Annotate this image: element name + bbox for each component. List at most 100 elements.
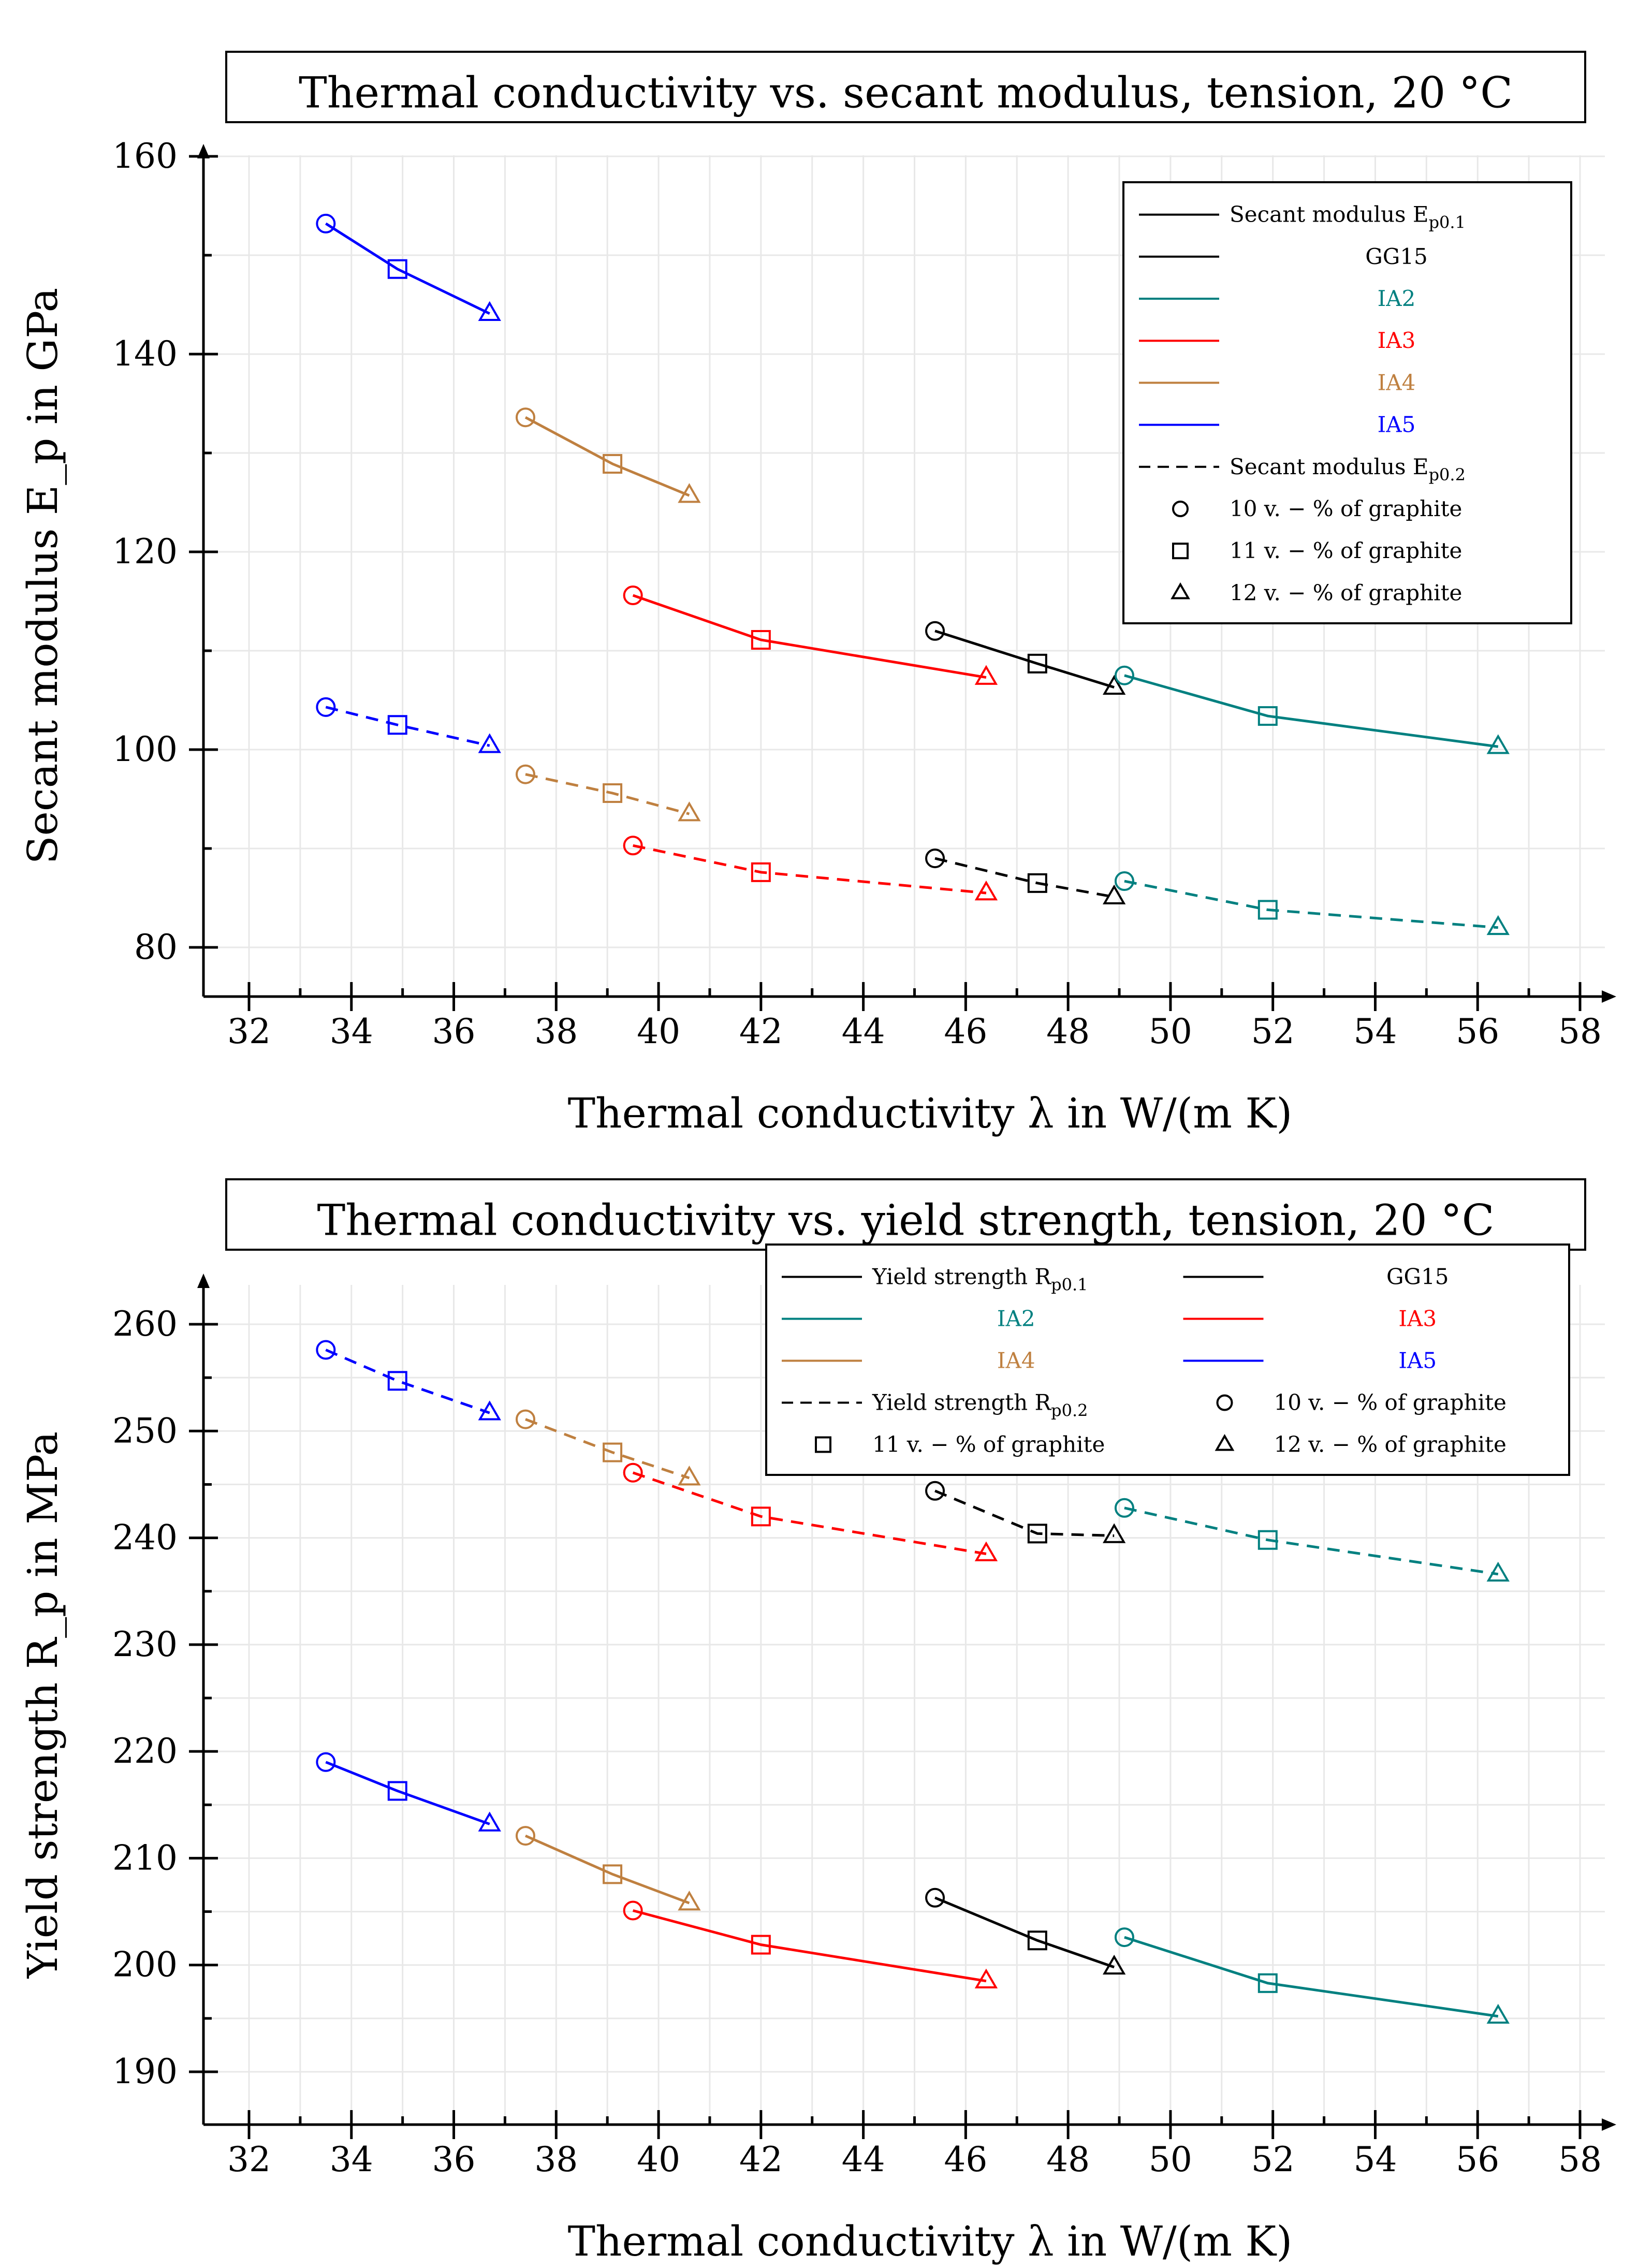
- series-ia2-r_p0.2: [1114, 1498, 1510, 1582]
- data-point-triangle: [478, 1811, 501, 1832]
- series-ia4-r_p0.1: [515, 1826, 701, 1911]
- legend-label: Secant modulus Ep0.2: [1230, 454, 1466, 485]
- data-point-triangle: [478, 733, 501, 753]
- series-ia2-r_p0.1: [1114, 1927, 1510, 2024]
- legend-marker-square: [1172, 543, 1189, 560]
- data-point-circle: [1114, 871, 1134, 891]
- legend-label: 11 v. − % of graphite: [872, 1432, 1105, 1457]
- data-point-triangle: [1102, 884, 1126, 904]
- legend-label: IA4: [1378, 370, 1416, 395]
- legend-label: 12 v. − % of graphite: [1230, 580, 1462, 605]
- data-point-square: [751, 862, 771, 882]
- x-tick-label: 48: [1046, 2140, 1090, 2179]
- x-tick-label: 46: [944, 1012, 987, 1051]
- x-axis-title: Thermal conductivity λ in W/(m K): [568, 1089, 1293, 1137]
- legend-item: IA4: [782, 1348, 1035, 1373]
- legend-box: [765, 1243, 1570, 1476]
- legend-label: IA3: [1398, 1306, 1437, 1331]
- data-point-triangle: [478, 1400, 501, 1421]
- series-line: [934, 1896, 1115, 1969]
- legend-item: IA3: [1139, 328, 1415, 353]
- y-tick-label: 250: [112, 1411, 178, 1451]
- series-line: [524, 416, 690, 497]
- series-line: [934, 1489, 1115, 1537]
- data-point-triangle: [1102, 1523, 1126, 1543]
- legend-label: GG15: [1386, 1264, 1449, 1290]
- series-line: [633, 844, 987, 895]
- x-tick-label: 40: [637, 1012, 680, 1051]
- data-point-square: [751, 630, 771, 650]
- legend-item: IA4: [1139, 370, 1415, 395]
- data-point-circle: [623, 1900, 643, 1921]
- legend-label: IA5: [1378, 412, 1416, 437]
- legend-item: 11 v. − % of graphite: [1172, 538, 1462, 563]
- series-gg15-r_p0.2: [925, 1481, 1126, 1544]
- y-axis-arrow: [197, 144, 210, 158]
- data-point-circle: [515, 764, 535, 784]
- x-tick-label: 44: [842, 2140, 885, 2179]
- y-tick-label: 190: [112, 2052, 178, 2091]
- data-point-square: [387, 1781, 407, 1801]
- legend-marker-triangle: [1215, 1434, 1235, 1451]
- data-point-circle: [515, 1409, 535, 1429]
- legend-marker-circle: [1172, 501, 1189, 517]
- legend-item: IA2: [1139, 286, 1415, 311]
- x-tick-label: 36: [432, 2140, 476, 2179]
- data-point-circle: [1114, 1498, 1134, 1518]
- chart-title: Thermal conductivity vs. yield strength,…: [317, 1196, 1495, 1246]
- series-line: [325, 1761, 490, 1825]
- series-line: [325, 222, 490, 315]
- data-point-circle: [515, 1826, 535, 1846]
- series-line: [525, 773, 690, 815]
- legend-item: 12 v. − % of graphite: [1171, 580, 1462, 605]
- x-tick-label: 52: [1251, 1012, 1295, 1051]
- series-line: [525, 1418, 690, 1480]
- data-point-square: [1027, 653, 1047, 674]
- legend-label: Yield strength Rp0.1: [872, 1264, 1088, 1295]
- series-ia5-e_p0.1: [316, 213, 501, 321]
- legend-item: 11 v. − % of graphite: [815, 1432, 1105, 1457]
- series-ia3-r_p0.2: [623, 1462, 998, 1561]
- data-point-triangle: [678, 483, 701, 503]
- data-point-circle: [316, 213, 336, 233]
- legend-item: 10 v. − % of graphite: [1216, 1390, 1507, 1415]
- series-line: [325, 706, 490, 747]
- chart-title-box: [225, 1178, 1586, 1251]
- data-point-circle: [1114, 1927, 1134, 1948]
- series-line: [934, 857, 1115, 899]
- data-point-square: [603, 783, 623, 803]
- legend-label: IA4: [997, 1348, 1035, 1373]
- x-tick-label: 50: [1149, 2140, 1192, 2179]
- y-tick-label: 120: [112, 532, 178, 572]
- x-axis-title: Thermal conductivity λ in W/(m K): [568, 2217, 1293, 2265]
- series-ia5-e_p0.2: [316, 697, 501, 753]
- chart-title-box: [225, 51, 1586, 123]
- y-axis-title: Secant modulus E_p in GPa: [19, 288, 67, 865]
- series-line: [632, 1471, 987, 1555]
- series-ia4-e_p0.2: [515, 764, 701, 822]
- data-point-triangle: [1102, 675, 1126, 695]
- data-point-circle: [623, 1462, 643, 1483]
- series-line: [1124, 674, 1499, 748]
- y-tick-label: 80: [134, 927, 178, 967]
- series-line: [325, 1349, 490, 1414]
- series-line: [524, 1834, 690, 1905]
- data-point-triangle: [974, 1968, 998, 1988]
- legend-item: IA5: [1139, 412, 1415, 437]
- legend-item: GG15: [1183, 1264, 1449, 1290]
- y-axis-arrow: [197, 1274, 210, 1288]
- data-point-circle: [623, 586, 643, 606]
- y-tick-label: 260: [112, 1304, 178, 1344]
- data-point-triangle: [1486, 734, 1510, 754]
- series-ia3-r_p0.1: [623, 1900, 998, 1988]
- y-tick-label: 240: [112, 1518, 178, 1558]
- legend-item: IA2: [782, 1306, 1035, 1331]
- legend: Secant modulus Ep0.1 GG15 IA2 IA3 IA4 IA5 Seca…: [1122, 181, 1572, 624]
- series-ia4-r_p0.2: [515, 1409, 701, 1486]
- legend-label: 12 v. − % of graphite: [1274, 1432, 1507, 1457]
- data-point-triangle: [678, 1466, 701, 1486]
- series-ia3-e_p0.1: [623, 586, 998, 685]
- legend-item: IA5: [1183, 1348, 1437, 1373]
- legend: Yield strength Rp0.1 GG15 IA2 IA3 IA4 IA5 Yiel…: [765, 1243, 1570, 1476]
